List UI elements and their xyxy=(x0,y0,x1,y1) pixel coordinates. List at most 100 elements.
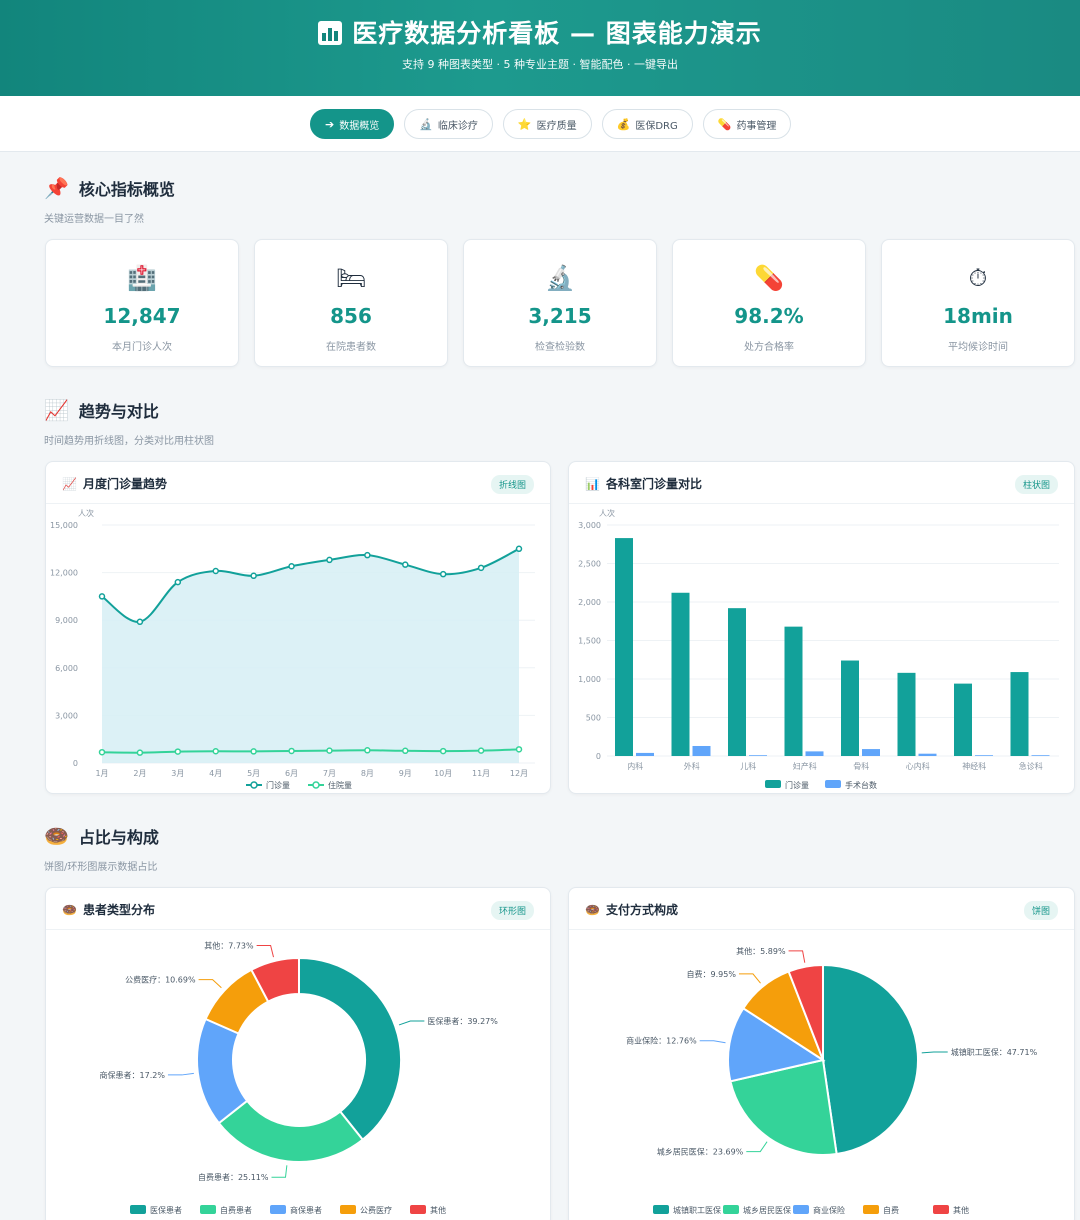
data-point xyxy=(174,748,182,755)
donut-icon: 🍩 xyxy=(62,902,77,917)
x-tick-label: 神经科 xyxy=(962,761,986,771)
x-tick-label: 妇产科 xyxy=(793,761,817,771)
label-leader-line xyxy=(256,944,274,958)
kpi-label: 在院患者数 xyxy=(326,342,376,353)
x-tick-label: 儿科 xyxy=(740,761,756,771)
label-leader-line xyxy=(746,1141,768,1153)
pie-slice xyxy=(729,1058,838,1156)
bar-surgery xyxy=(805,751,824,756)
label-leader-line xyxy=(921,1051,948,1054)
kpi-value: 3,215 xyxy=(528,304,592,328)
legend-swatch xyxy=(270,1205,286,1214)
section-subtitle-composition: 饼图/环形图展示数据占比 xyxy=(44,862,158,873)
pie-slice xyxy=(250,956,300,1003)
bar-chart: 人次 0 500 1,000 1,500 2,000 2,500 3,000 内科 外科 儿科 妇产科… xyxy=(578,508,1059,790)
x-tick-label: 骨科 xyxy=(853,761,869,771)
trend-chart-icon: 📈 xyxy=(44,398,69,422)
data-point xyxy=(212,748,219,755)
kpi-label: 本月门诊人次 xyxy=(112,342,172,353)
chart-type-badge: 饼图 xyxy=(1023,901,1058,920)
series-area-1 xyxy=(102,548,519,763)
data-point xyxy=(439,747,447,755)
kpi-icon: ⏱ xyxy=(968,264,988,292)
data-point xyxy=(326,747,333,754)
data-point xyxy=(326,556,333,564)
legend-label: 城乡居民医保 xyxy=(743,1205,791,1215)
x-tick-label: 8月 xyxy=(361,769,374,778)
legend-swatch xyxy=(793,1205,809,1214)
line-chart-title: 月度门诊量趋势 xyxy=(82,477,167,491)
y-tick-label: 6,000 xyxy=(55,664,78,673)
legend-label: 其他 xyxy=(430,1205,446,1215)
legend-swatch xyxy=(653,1205,669,1214)
legend-swatch xyxy=(340,1205,356,1214)
bar-outpatient xyxy=(615,538,633,756)
y-tick-label: 0 xyxy=(73,759,78,768)
data-point xyxy=(477,747,485,754)
legend-marker xyxy=(312,781,320,789)
tab-bar: ➔ 数据概览 🔬 临床诊疗 ⭐ 医疗质量 💰 医保DRG 💊 药事管理 xyxy=(0,96,1080,152)
tab-2[interactable]: 🔬 临床诊疗 xyxy=(404,109,493,139)
tab-5[interactable]: 💊 药事管理 xyxy=(702,109,792,139)
label-leader-line xyxy=(167,1072,194,1076)
x-tick-label: 10月 xyxy=(434,769,452,778)
legend-label: 城镇职工医保 xyxy=(673,1205,721,1215)
tab-label: 药事管理 xyxy=(736,120,777,132)
donut-chart-card: 🍩 患者类型分布 环形图 医保患者：39.27% 自费患者：25.11% 商保患者：1… xyxy=(45,887,551,1220)
tab-icon: ⭐ xyxy=(517,117,532,131)
data-point xyxy=(288,563,295,570)
tab-3[interactable]: ⭐ 医疗质量 xyxy=(502,109,592,139)
y-tick-label: 9,000 xyxy=(55,616,78,625)
kpi-label: 处方合格率 xyxy=(744,342,794,353)
bar-outpatient xyxy=(784,626,803,756)
data-point xyxy=(364,747,371,754)
slice-label: 自费患者：25.11% xyxy=(198,1172,269,1182)
legend-swatch xyxy=(765,780,781,788)
x-tick-label: 11月 xyxy=(472,769,490,778)
pie-slice xyxy=(298,956,402,1142)
pie-slice xyxy=(727,1006,826,1083)
bar-surgery xyxy=(636,752,654,756)
data-point xyxy=(402,747,409,755)
bar-outpatient xyxy=(728,608,746,756)
data-point xyxy=(98,593,106,600)
kpi-label: 检查检验数 xyxy=(535,342,585,353)
tab-icon: 💰 xyxy=(616,117,631,131)
pie-slice xyxy=(196,1017,249,1125)
tab-label: 临床诊疗 xyxy=(437,120,478,132)
data-point xyxy=(250,748,257,755)
tab-label: 医保DRG xyxy=(635,120,678,132)
legend-swatch xyxy=(723,1205,739,1214)
data-point xyxy=(288,747,295,755)
kpi-label: 平均候诊时间 xyxy=(948,342,1008,353)
kpi-icon: 🛏 xyxy=(335,264,367,292)
page-subtitle: 支持 9 种图表类型 · 5 种专业主题 · 智能配色 · 一键导出 xyxy=(402,58,678,71)
line-chart: 人次 0 3,000 6,000 9,000 12,000 15,000 1月 2月 3月 4月 5月… xyxy=(50,508,535,790)
page-header: 医疗数据分析看板 — 图表能力演示 支持 9 种图表类型 · 5 种专业主题 ·… xyxy=(0,0,1080,96)
bar-surgery xyxy=(1031,755,1050,756)
tab-1[interactable]: ➔ 数据概览 xyxy=(310,109,395,139)
legend-swatch xyxy=(863,1205,879,1214)
bar-surgery xyxy=(749,755,767,756)
kpi-icon: 💊 xyxy=(754,264,784,292)
legend-label: 其他 xyxy=(953,1205,969,1215)
kpi-card-outpatient: 🏥 12,847 本月门诊人次 xyxy=(45,239,239,367)
pushpin-icon: 📌 xyxy=(44,176,69,200)
data-point xyxy=(364,551,371,559)
bar-outpatient xyxy=(671,592,690,756)
section-subtitle-overview: 关键运营数据一目了然 xyxy=(44,214,144,225)
slice-label: 商保患者：17.2% xyxy=(100,1070,166,1080)
data-point xyxy=(136,618,144,626)
kpi-value: 98.2% xyxy=(734,304,804,328)
bar-surgery xyxy=(692,745,711,756)
x-tick-label: 6月 xyxy=(285,769,298,778)
legend-label: 自费患者 xyxy=(220,1205,252,1215)
y-tick-label: 3,000 xyxy=(578,521,601,530)
tab-4[interactable]: 💰 医保DRG xyxy=(601,109,693,139)
y-axis-label: 人次 xyxy=(599,508,615,518)
y-tick-label: 1,000 xyxy=(578,675,601,684)
trend-chart-icon: 📈 xyxy=(62,476,77,491)
legend-swatch xyxy=(933,1205,949,1214)
bar-chart-card: 📊 各科室门诊量对比 柱状图 人次 0 500 1,000 1,500 2,000 2,500… xyxy=(568,461,1075,794)
tab-label: 数据概览 xyxy=(339,120,380,132)
